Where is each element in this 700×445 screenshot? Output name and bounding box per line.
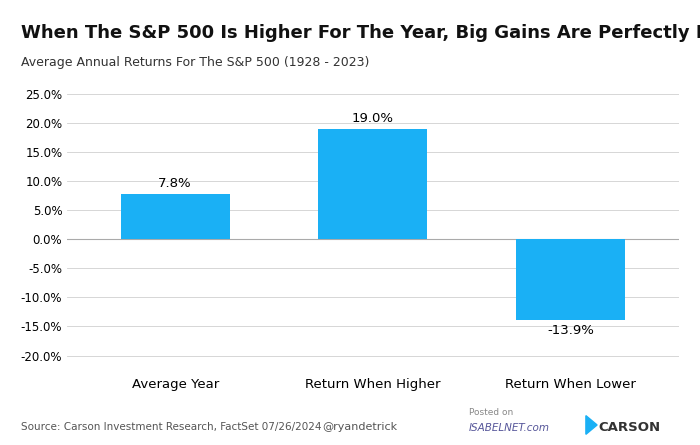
Text: @ryandetrick: @ryandetrick <box>322 422 397 432</box>
Text: CARSON: CARSON <box>598 421 661 434</box>
Text: Posted on: Posted on <box>469 409 513 417</box>
Bar <box>318 129 427 239</box>
Text: 7.8%: 7.8% <box>158 178 192 190</box>
Text: Source: Carson Investment Research, FactSet 07/26/2024: Source: Carson Investment Research, Fact… <box>21 422 321 432</box>
Bar <box>516 239 624 320</box>
Polygon shape <box>586 416 597 434</box>
Text: 19.0%: 19.0% <box>352 112 394 125</box>
Text: -13.9%: -13.9% <box>547 324 594 336</box>
Text: Average Annual Returns For The S&P 500 (1928 - 2023): Average Annual Returns For The S&P 500 (… <box>21 56 370 69</box>
Text: ISABELNET.com: ISABELNET.com <box>469 423 550 433</box>
Text: When The S&P 500 Is Higher For The Year, Big Gains Are Perfectly Normal: When The S&P 500 Is Higher For The Year,… <box>21 24 700 42</box>
Bar <box>121 194 230 239</box>
